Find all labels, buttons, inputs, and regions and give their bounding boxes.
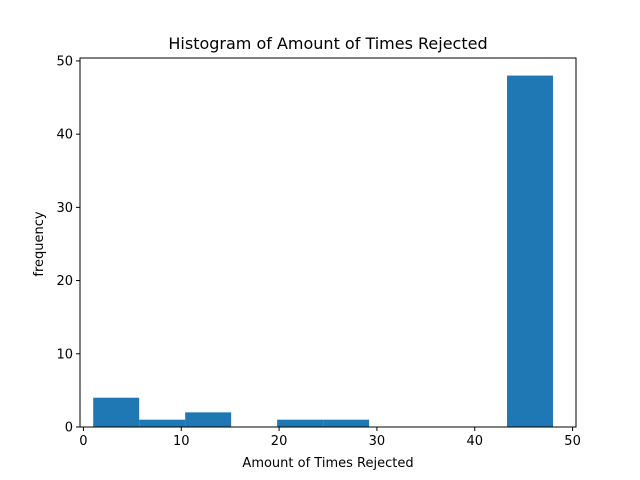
y-tick-label: 30 <box>56 201 73 216</box>
x-tick-label: 50 <box>564 434 581 449</box>
y-tick-label: 50 <box>56 54 73 69</box>
y-axis-label: frequency <box>32 211 47 277</box>
y-axis-ticks: 0 10 20 30 40 50 <box>56 54 80 436</box>
x-tick-label: 40 <box>466 434 483 449</box>
histogram-bar-9 <box>507 75 554 428</box>
y-tick-label: 0 <box>65 421 73 436</box>
histogram-bar-0 <box>93 397 140 427</box>
y-tick-label: 10 <box>56 347 73 362</box>
y-tick-label: 20 <box>56 274 73 289</box>
chart-title: Histogram of Amount of Times Rejected <box>168 34 487 53</box>
x-axis-label: Amount of Times Rejected <box>242 456 413 471</box>
plot-frame <box>79 57 577 428</box>
histogram-bar-2 <box>185 412 232 427</box>
histogram-bar-5 <box>323 419 370 427</box>
bars-group <box>93 75 554 428</box>
y-tick-label: 40 <box>56 128 73 143</box>
x-tick-label: 0 <box>79 434 87 449</box>
x-tick-label: 10 <box>173 434 190 449</box>
x-tick-label: 20 <box>271 434 288 449</box>
histogram-bar-4 <box>277 419 324 427</box>
histogram-bar-1 <box>139 419 186 427</box>
x-axis-ticks: 0 10 20 30 40 50 <box>79 427 581 449</box>
x-tick-label: 30 <box>369 434 386 449</box>
